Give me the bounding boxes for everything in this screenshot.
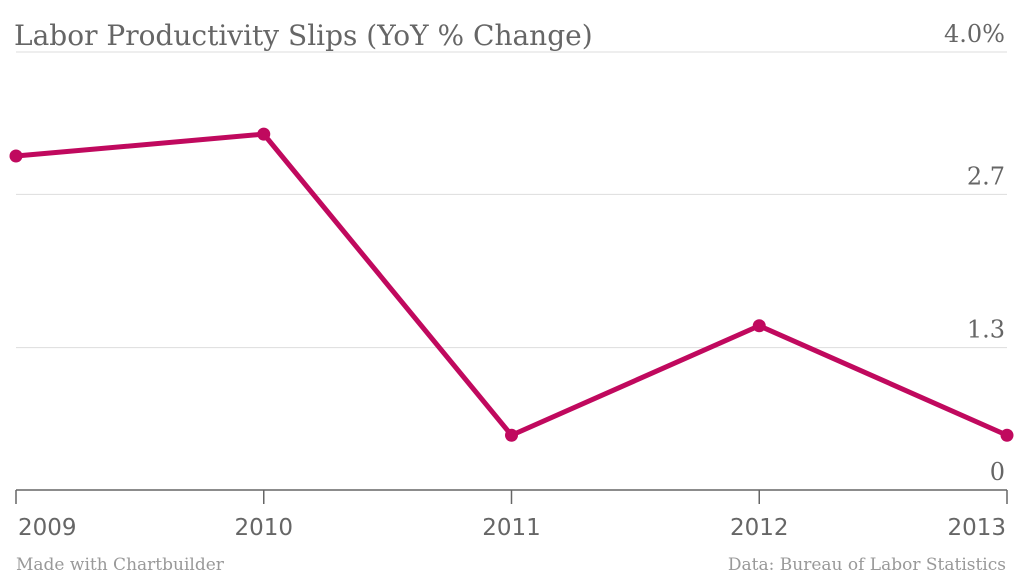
x-axis: 2009 2010 2011 2012 2013 (15, 489, 1008, 541)
x-tick-label: 2009 (18, 515, 77, 541)
data-point (257, 127, 271, 141)
data-point (9, 149, 23, 163)
chart-title: Labor Productivity Slips (YoY % Change) (14, 19, 593, 52)
x-tick-label: 2012 (730, 515, 789, 541)
data-point (1000, 428, 1014, 442)
x-tick-label: 2011 (482, 515, 541, 541)
y-tick-label: 4.0% (944, 20, 1005, 48)
grid-lines (16, 51, 1007, 349)
y-axis: 0 1.3 2.7 4.0% (944, 20, 1005, 486)
series-layer (9, 127, 1014, 442)
chart-credit: Made with Chartbuilder (16, 555, 225, 575)
x-tick-label: 2013 (947, 515, 1006, 541)
data-source: Data: Bureau of Labor Statistics (728, 555, 1006, 575)
x-tick-label: 2010 (234, 515, 293, 541)
y-tick-label: 1.3 (967, 316, 1005, 344)
data-point (752, 319, 766, 333)
y-tick-label: 0 (990, 458, 1005, 486)
y-tick-label: 2.7 (967, 162, 1005, 190)
series-line (13, 131, 1010, 438)
data-point (505, 428, 518, 442)
